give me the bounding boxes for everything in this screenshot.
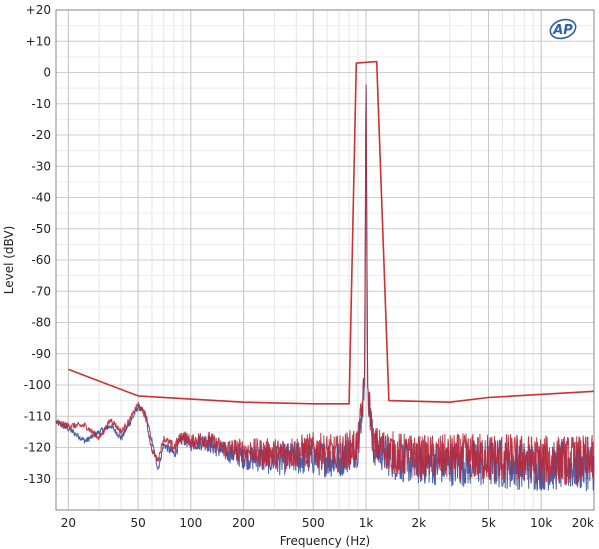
- series-envelope-line: [68, 60, 595, 405]
- x-tick-label: 1k: [359, 516, 374, 530]
- x-tick-label: 200: [232, 516, 255, 530]
- y-tick-label: -100: [24, 378, 51, 392]
- ap-logo: AP: [549, 18, 577, 40]
- y-tick-label: -20: [31, 128, 51, 142]
- x-tick-label: 50: [130, 516, 145, 530]
- y-tick-label: -110: [24, 409, 51, 423]
- x-tick-label: 2k: [411, 516, 426, 530]
- y-tick-labels: +20 +10 0 -10 -20 -30 -40 -50 -60 -70 -80 -90 -100 -1…: [24, 3, 51, 486]
- series-noise-line: [55, 84, 595, 492]
- x-tick-label: 10k: [530, 516, 552, 530]
- y-tick-label: -70: [31, 284, 51, 298]
- y-axis-label: Level (dBV): [2, 226, 16, 295]
- series-layer: [55, 60, 595, 492]
- y-tick-label: +20: [26, 3, 51, 17]
- x-tick-label: 5k: [481, 516, 496, 530]
- y-tick-label: -10: [31, 97, 51, 111]
- y-tick-label: -80: [31, 316, 51, 330]
- x-tick-label: 100: [179, 516, 202, 530]
- y-tick-label: -30: [31, 159, 51, 173]
- x-tick-label: 500: [302, 516, 325, 530]
- x-tick-label: 20: [61, 516, 76, 530]
- series-noise-line: [55, 84, 595, 485]
- y-tick-label: +10: [26, 34, 51, 48]
- logo-text: AP: [552, 23, 573, 38]
- y-tick-label: -40: [31, 191, 51, 205]
- logo-ring: [549, 18, 577, 40]
- plot-frame: [55, 9, 595, 511]
- y-tick-label: -130: [24, 472, 51, 486]
- y-tick-label: -90: [31, 347, 51, 361]
- major-grid: [56, 9, 595, 510]
- x-axis-label: Frequency (Hz): [280, 534, 371, 548]
- y-tick-label: -50: [31, 222, 51, 236]
- x-tick-label: 20k: [572, 516, 594, 530]
- y-tick-label: 0: [43, 66, 51, 80]
- x-tick-labels: 20 50 100 200 500 1k 2k 5k 10k 20k: [61, 516, 594, 530]
- y-tick-label: -120: [24, 441, 51, 455]
- y-tick-label: -60: [31, 253, 51, 267]
